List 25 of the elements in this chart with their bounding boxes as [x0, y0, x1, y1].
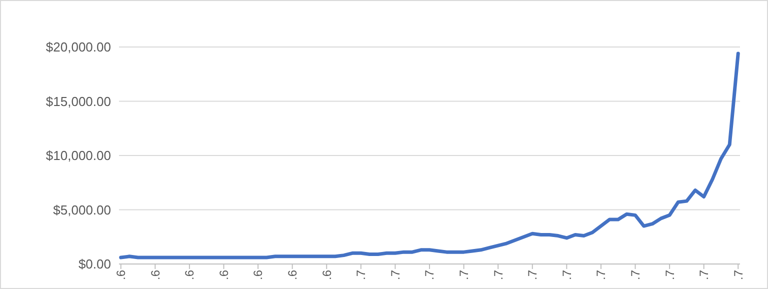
line-series [119, 52, 740, 260]
x-tick-label: .7 [422, 270, 437, 280]
x-tick-label: .6 [114, 270, 128, 280]
x-tick-label: .6 [216, 270, 231, 280]
y-tick-label: $20,000.00 [46, 40, 111, 55]
y-tick-label: $5,000.00 [53, 202, 111, 218]
x-tick-label: .7 [594, 270, 608, 280]
x-tick-label: .7 [628, 270, 642, 280]
x-tick-label: .7 [560, 270, 574, 280]
x-tick-label: .6 [320, 270, 334, 280]
x-tick-label: .6 [286, 270, 300, 280]
x-tick-label: .7 [662, 270, 677, 280]
x-tick-label: .7 [456, 270, 471, 280]
x-tick-label: .6 [182, 270, 197, 280]
x-tick-label: .6 [148, 270, 162, 280]
y-tick-label: $15,000.00 [46, 94, 111, 109]
x-tick-label: .7 [526, 270, 540, 280]
y-tick-label: $0.00 [78, 256, 111, 272]
x-tick-label: .7 [354, 270, 368, 280]
x-tick-label: .6 [251, 270, 266, 280]
x-tick-label: .7 [388, 270, 402, 280]
x-tick-label: .7 [491, 270, 506, 280]
x-tick-label: .7 [731, 270, 746, 280]
y-tick-label: $10,000.00 [46, 148, 111, 164]
x-tick-label: .7 [697, 270, 712, 280]
